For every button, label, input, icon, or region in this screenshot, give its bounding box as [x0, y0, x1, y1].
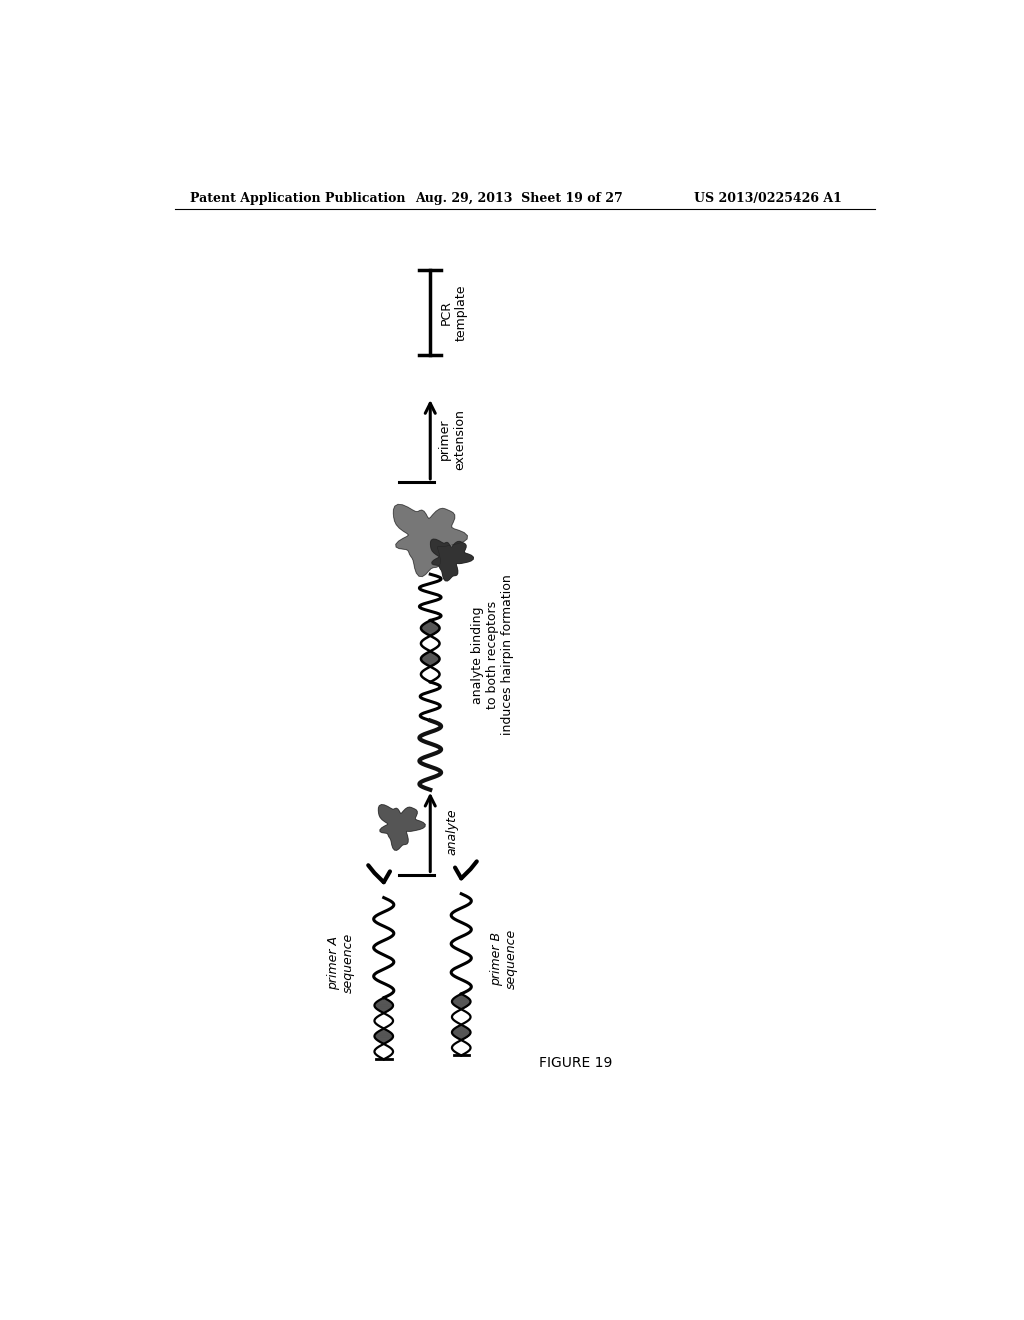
- Text: Patent Application Publication: Patent Application Publication: [190, 191, 406, 205]
- Text: primer
extension: primer extension: [438, 409, 466, 470]
- Text: analyte: analyte: [445, 809, 459, 855]
- Polygon shape: [430, 539, 473, 581]
- Text: Aug. 29, 2013  Sheet 19 of 27: Aug. 29, 2013 Sheet 19 of 27: [415, 191, 623, 205]
- Polygon shape: [393, 504, 467, 577]
- Text: US 2013/0225426 A1: US 2013/0225426 A1: [693, 191, 842, 205]
- Text: PCR
template: PCR template: [439, 284, 468, 341]
- Text: analyte binding
to both receptors
induces hairpin formation: analyte binding to both receptors induce…: [471, 574, 514, 735]
- Text: primer B
sequence: primer B sequence: [489, 929, 518, 989]
- Polygon shape: [379, 805, 425, 850]
- Text: primer A
sequence: primer A sequence: [327, 933, 355, 993]
- Text: FIGURE 19: FIGURE 19: [539, 1056, 612, 1071]
